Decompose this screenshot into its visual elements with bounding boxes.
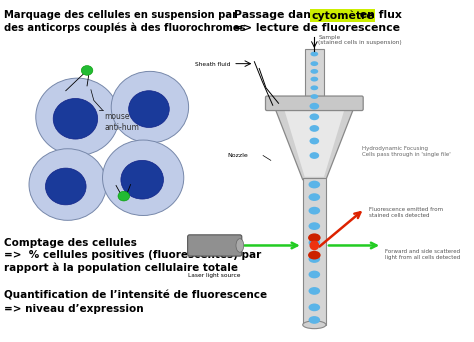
Ellipse shape [309,287,320,295]
Ellipse shape [309,181,320,188]
Ellipse shape [310,52,318,56]
Ellipse shape [310,137,319,144]
Ellipse shape [121,160,164,199]
Ellipse shape [128,91,169,128]
Ellipse shape [309,271,320,278]
Text: cytomètre: cytomètre [311,11,374,21]
Text: rapport à la population cellulaire totale: rapport à la population cellulaire total… [4,263,238,273]
Text: Comptage des cellules: Comptage des cellules [4,238,137,248]
Ellipse shape [309,316,320,324]
Ellipse shape [36,78,119,156]
Text: Nozzle: Nozzle [228,153,248,158]
Ellipse shape [236,239,244,252]
Ellipse shape [118,191,129,201]
Text: Sample
(stained cells in suspension): Sample (stained cells in suspension) [318,35,402,45]
Text: => niveau d’expression: => niveau d’expression [4,303,144,314]
Ellipse shape [310,69,318,74]
FancyBboxPatch shape [188,235,242,256]
Ellipse shape [309,207,320,214]
Ellipse shape [309,193,320,201]
Ellipse shape [310,61,318,66]
Polygon shape [271,97,358,180]
Text: Hydrodynamic Focusing
Cells pass through in 'single file': Hydrodynamic Focusing Cells pass through… [362,146,450,157]
Ellipse shape [308,251,320,260]
Ellipse shape [111,71,189,143]
Text: des anticorps couplés à des fluorochromes: des anticorps couplés à des fluorochrome… [4,22,246,32]
Bar [303,178,326,325]
Bar [305,49,324,97]
Ellipse shape [309,239,320,247]
Text: mouse
anti-hum: mouse anti-hum [104,112,139,132]
Ellipse shape [309,222,320,230]
Ellipse shape [303,321,326,329]
Ellipse shape [310,103,319,109]
Ellipse shape [310,94,318,99]
Ellipse shape [310,114,319,120]
Ellipse shape [81,66,93,75]
Ellipse shape [102,140,184,215]
Ellipse shape [310,86,318,90]
Text: Laser light source: Laser light source [189,273,241,278]
Text: => lecture de fluorescence: => lecture de fluorescence [234,23,400,33]
Polygon shape [282,101,347,177]
Text: Quantification de l’intensité de fluorescence: Quantification de l’intensité de fluores… [4,291,267,301]
Ellipse shape [308,233,320,242]
Ellipse shape [310,241,319,250]
Ellipse shape [310,152,319,159]
Text: en flux: en flux [356,11,402,21]
Ellipse shape [309,303,320,311]
Ellipse shape [310,125,319,132]
Text: Forward and side scattered
light from all cells detected: Forward and side scattered light from al… [385,249,460,260]
Ellipse shape [29,149,106,220]
Text: Fluorescence emitted from
stained cells detected: Fluorescence emitted from stained cells … [368,207,443,218]
Text: Marquage des cellules en suspension par: Marquage des cellules en suspension par [4,11,237,21]
Text: =>  % cellules positives (fluorescentes) par: => % cellules positives (fluorescentes) … [4,250,261,260]
Ellipse shape [310,77,318,81]
Text: Passage dans le: Passage dans le [234,11,336,21]
FancyBboxPatch shape [265,96,363,110]
Text: Sheath fluid: Sheath fluid [195,62,230,67]
Ellipse shape [46,168,86,205]
Ellipse shape [309,255,320,263]
Ellipse shape [53,98,98,139]
